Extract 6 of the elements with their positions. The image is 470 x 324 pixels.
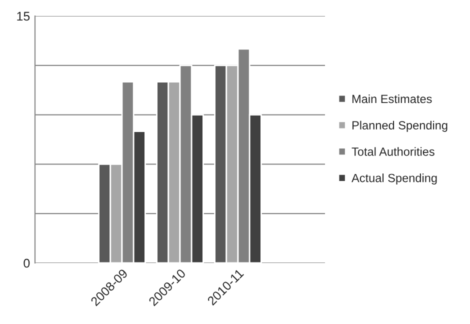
- legend-label: Main Estimates: [352, 94, 432, 104]
- legend-label: Total Authorities: [352, 147, 434, 156]
- legend-label: Planned Spending: [352, 120, 448, 132]
- y-tick-label: 0: [24, 258, 30, 268]
- legend-label: Actual Spending: [352, 174, 437, 185]
- y-tick-label: 15: [17, 12, 30, 21]
